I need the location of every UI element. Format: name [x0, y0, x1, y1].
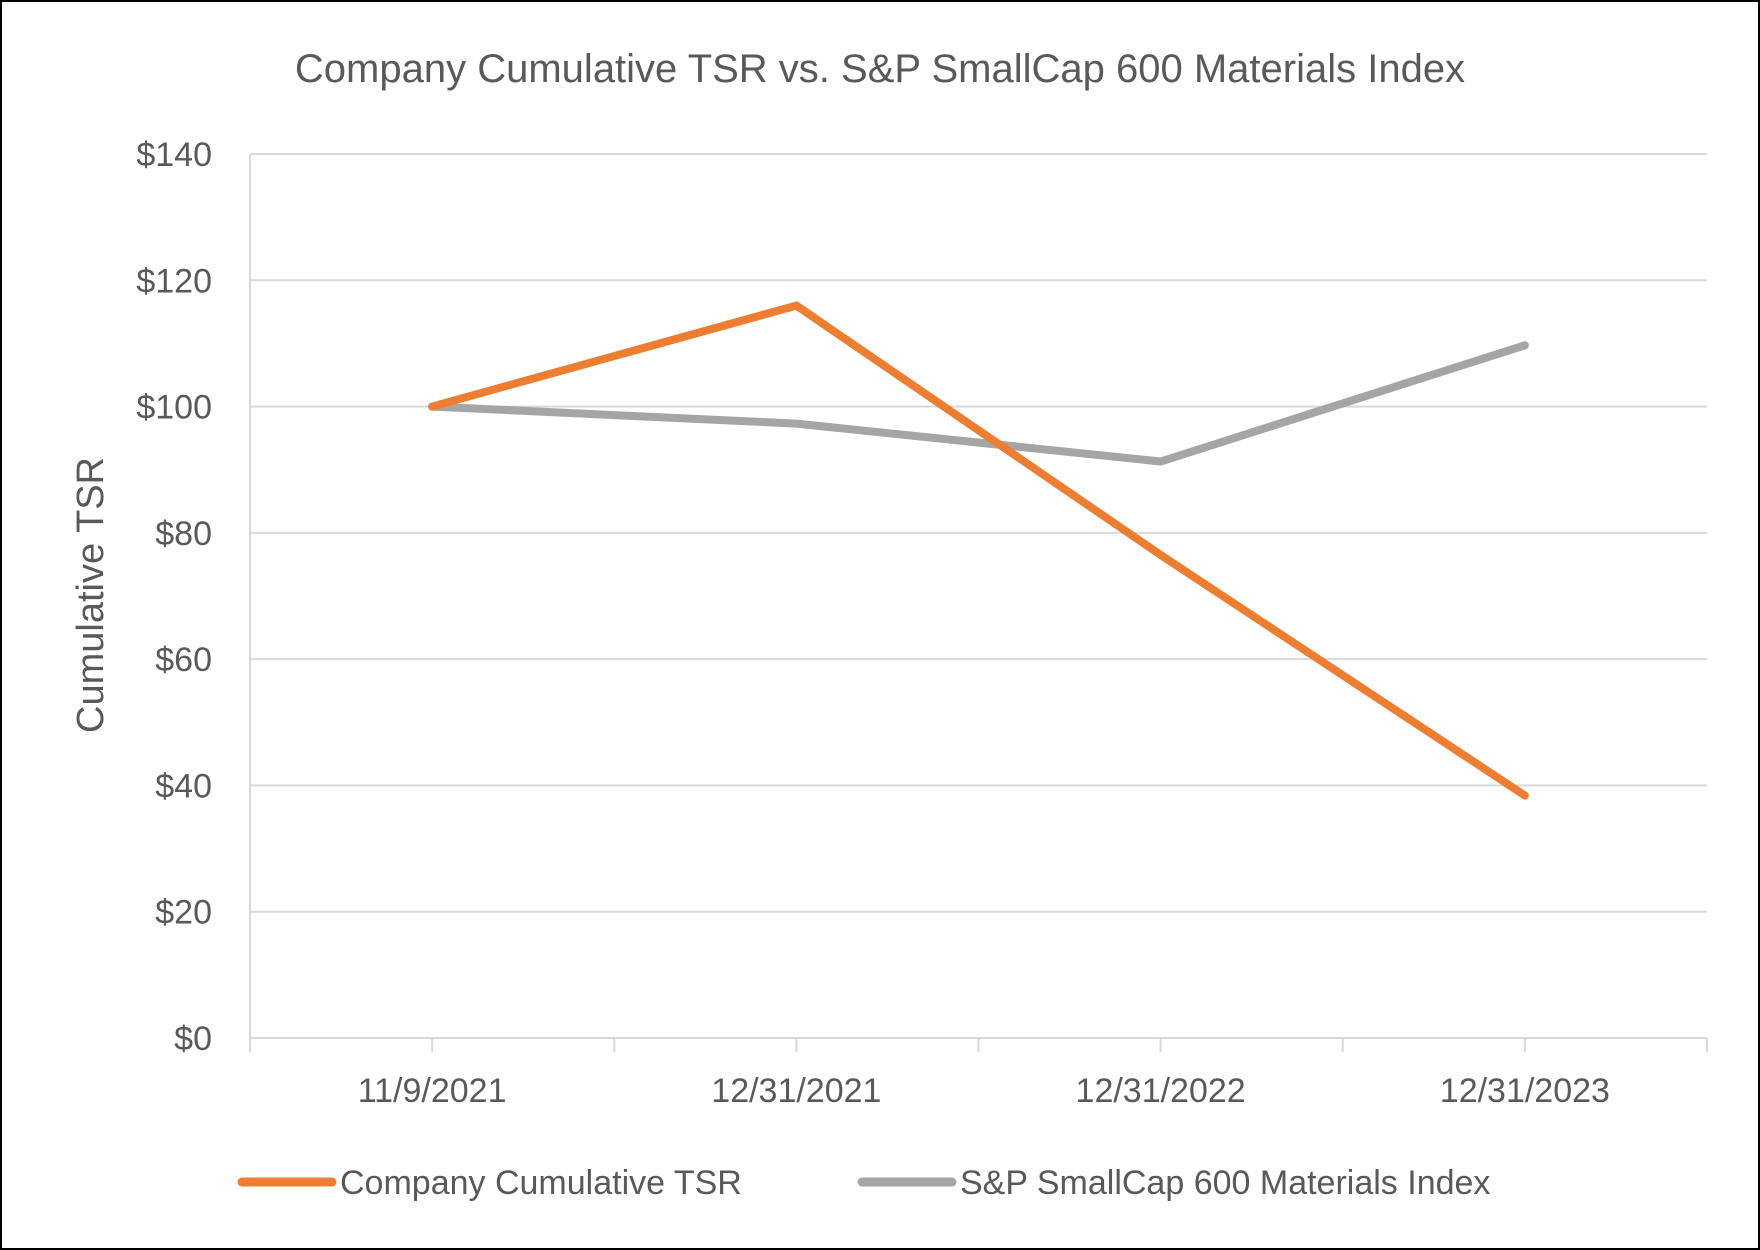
chart-title: Company Cumulative TSR vs. S&P SmallCap …	[295, 47, 1465, 91]
legend-label: S&P SmallCap 600 Materials Index	[960, 1164, 1490, 1202]
legend-label: Company Cumulative TSR	[340, 1164, 742, 1202]
y-tick-label: $40	[155, 767, 212, 805]
x-tick-label: 12/31/2023	[1440, 1072, 1610, 1110]
y-tick-label: $60	[155, 641, 212, 679]
y-tick-label: $120	[136, 262, 212, 300]
y-tick-label: $20	[155, 894, 212, 932]
series-line	[428, 301, 1529, 800]
series-line	[428, 341, 1529, 466]
x-tick-label: 11/9/2021	[358, 1072, 507, 1110]
y-tick-label: $0	[174, 1020, 212, 1058]
y-axis-label: Cumulative TSR	[70, 457, 112, 733]
x-tick-label: 12/31/2021	[711, 1072, 881, 1110]
x-tick-label: 12/31/2022	[1076, 1072, 1246, 1110]
y-tick-label: $100	[136, 389, 212, 427]
y-tick-label: $140	[136, 136, 212, 174]
y-tick-label: $80	[155, 515, 212, 553]
